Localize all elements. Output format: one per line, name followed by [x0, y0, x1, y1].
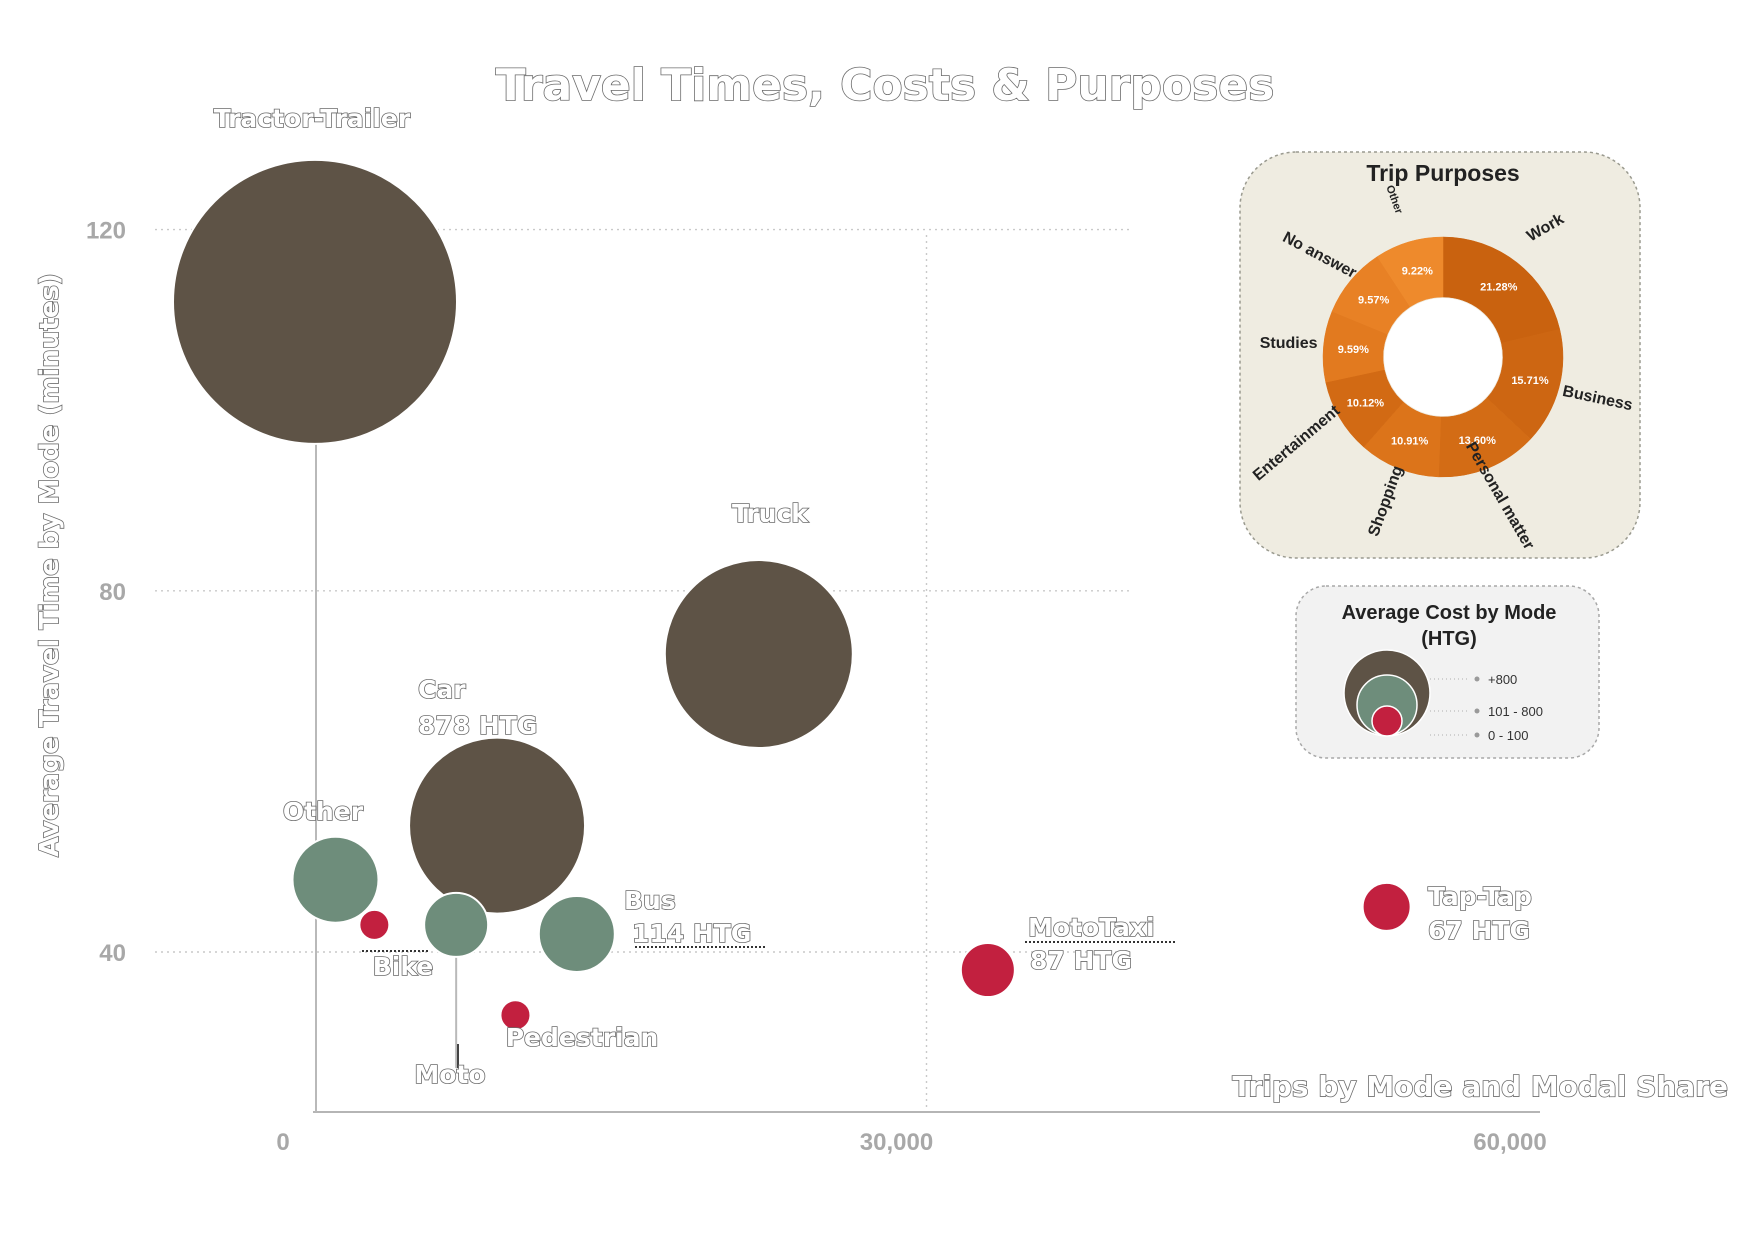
cost-legend-title: Average Cost by Mode	[1342, 602, 1557, 624]
donut-value-shopping: 10.91%	[1391, 436, 1429, 448]
bubble-bus	[537, 894, 616, 973]
trip-purposes-panel: Trip Purposes 21.28%Work15.71%Business13…	[1239, 151, 1641, 559]
bubble-moto	[423, 891, 490, 958]
label-bike: Bike	[373, 952, 434, 981]
bubble-truck	[663, 559, 854, 750]
cost-legend-panel: Average Cost by Mode (HTG) +800 101 - 800…	[1295, 585, 1600, 759]
legend-label-101-800: 101 - 800	[1488, 704, 1543, 719]
y-tick-label: 40	[99, 940, 126, 967]
donut-value-studies: 9.59%	[1338, 344, 1369, 356]
tick-layer: 40 80 120 0 30,000 60,000	[86, 218, 1547, 1156]
cost-label-tap-tap: 67 HTG	[1428, 916, 1530, 945]
donut-hole	[1384, 298, 1502, 416]
donut-value-other: 9.22%	[1402, 266, 1433, 278]
donut-value-no-answer: 9.57%	[1358, 295, 1389, 307]
legend-dot	[1474, 732, 1480, 738]
label-tap-tap: Tap-Tap	[1428, 882, 1532, 911]
cost-legend-items: +800 101 - 800 0 - 100	[1343, 649, 1543, 743]
trip-purposes-title: Trip Purposes	[1366, 160, 1519, 186]
y-axis-label: Average Travel Time by Mode (minutes)	[35, 273, 65, 857]
legend-label-0-100: 0 - 100	[1488, 728, 1528, 743]
bubble-tractor-trailer	[172, 158, 458, 445]
bubble-other	[291, 835, 380, 924]
label-moto: Moto	[414, 1060, 485, 1089]
chart-title: Travel Times, Costs & Purposes	[496, 60, 1275, 111]
legend-dot	[1474, 708, 1480, 714]
bubble-mototaxi	[959, 942, 1016, 999]
donut-value-business: 15.71%	[1511, 375, 1549, 387]
cost-label-bus: 114 HTG	[632, 919, 751, 948]
label-truck: Truck	[732, 499, 809, 528]
donut-value-work: 21.28%	[1480, 281, 1518, 293]
legend-bubble-0-100	[1371, 705, 1403, 737]
label-other: Other	[283, 797, 364, 826]
label-mototaxi: MotoTaxi	[1028, 913, 1155, 942]
x-tick-label: 30,000	[860, 1129, 933, 1156]
donut-value-personal-matter: 13.60%	[1459, 435, 1497, 447]
y-tick-label: 80	[99, 579, 126, 606]
donut-slice-work	[1442, 236, 1561, 344]
donut-label-studies: Studies	[1260, 335, 1318, 352]
label-car: Car	[418, 675, 466, 704]
donut-value-entertainment: 10.12%	[1347, 398, 1385, 410]
label-bus: Bus	[624, 886, 676, 915]
bubble-car	[408, 736, 587, 915]
label-layer: Tractor-Trailer Truck Car 878 HTG Other Moto B…	[213, 103, 1533, 1090]
bubble-tap-tap	[1361, 881, 1412, 932]
legend-dot	[1474, 676, 1480, 682]
legend-label--800: +800	[1488, 672, 1517, 687]
bubble-bike	[358, 908, 391, 941]
cost-label-car: 878 HTG	[418, 711, 537, 740]
cost-label-mototaxi: 87 HTG	[1030, 946, 1132, 975]
label-tractor-trailer: Tractor-Trailer	[214, 104, 411, 133]
label-pedestrian: Pedestrian	[506, 1023, 659, 1052]
bubble-pedestrian	[499, 999, 532, 1032]
donut-slice-other	[1376, 236, 1444, 308]
y-tick-label: 120	[86, 218, 126, 245]
x-axis-label: Trips by Mode and Modal Share	[1232, 1070, 1728, 1103]
x-tick-label: 0	[276, 1129, 289, 1156]
x-tick-label: 60,000	[1473, 1129, 1546, 1156]
cost-legend-subtitle: (HTG)	[1421, 628, 1477, 650]
bubble-layer	[172, 158, 1412, 1032]
